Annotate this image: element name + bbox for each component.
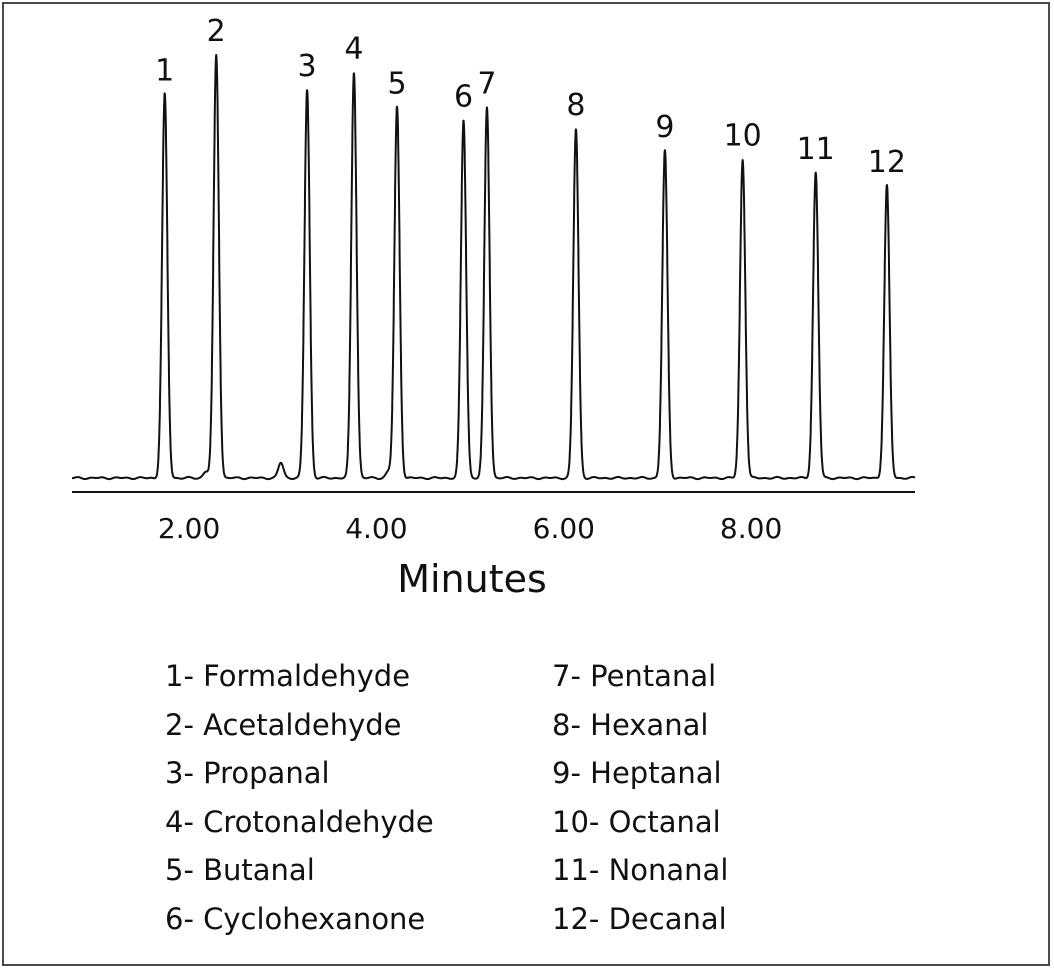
x-tick-label: 4.00 bbox=[345, 512, 407, 545]
peak-labels: 123 45 6 789 10 11 12 bbox=[155, 14, 906, 180]
peak-label: 4 bbox=[344, 32, 363, 67]
legend-item: 6- Cyclohexanone bbox=[165, 901, 426, 936]
peak-label: 9 bbox=[655, 110, 674, 145]
compound-legend: 1- Formaldehyde 2- Acetaldehyde 3- Propa… bbox=[165, 652, 905, 952]
legend-item: 12- Decanal bbox=[552, 901, 727, 936]
legend-item: 2- Acetaldehyde bbox=[165, 707, 402, 742]
legend-item: 1- Formaldehyde bbox=[165, 659, 411, 693]
legend-item: 7- Pentanal bbox=[552, 659, 717, 693]
legend-item: 9- Heptanal bbox=[552, 756, 722, 790]
legend-item: 8- Hexanal bbox=[552, 707, 709, 742]
x-tick-label: 8.00 bbox=[720, 512, 782, 545]
peak-label: 11 bbox=[797, 132, 835, 167]
x-tick-label: 2.00 bbox=[158, 512, 220, 545]
peak-label: 7 bbox=[477, 66, 496, 101]
peak-label: 10 bbox=[724, 119, 762, 154]
peak-label: 5 bbox=[387, 66, 406, 101]
peak-label: 12 bbox=[868, 145, 906, 180]
peak-label: 8 bbox=[566, 88, 585, 123]
x-tick-labels: 2.00 4.00 6.00 8.00 bbox=[158, 512, 782, 545]
x-axis-title: Minutes bbox=[397, 557, 547, 601]
peak-label: 6 bbox=[454, 80, 473, 115]
legend-item: 3- Propanal bbox=[165, 756, 330, 790]
peak-label: 1 bbox=[155, 53, 174, 88]
legend-column-right: 7- Pentanal 8- Hexanal 9- Heptanal 10- O… bbox=[552, 652, 728, 943]
peak-label: 3 bbox=[298, 49, 317, 84]
legend-item: 11- Nonanal bbox=[552, 853, 729, 887]
legend-item: 10- Octanal bbox=[552, 804, 721, 839]
legend-item: 5- Butanal bbox=[165, 853, 315, 887]
legend-column-left: 1- Formaldehyde 2- Acetaldehyde 3- Propa… bbox=[165, 652, 434, 943]
chromatogram-chart: 123 45 6 789 10 11 12 2.00 4.00 6.00 8.00 Minutes bbox=[71, 14, 916, 601]
x-tick-label: 6.00 bbox=[533, 512, 595, 545]
peak-label: 2 bbox=[207, 14, 226, 49]
chromatogram-trace bbox=[71, 54, 916, 481]
legend-item: 4- Crotonaldehyde bbox=[165, 804, 434, 839]
